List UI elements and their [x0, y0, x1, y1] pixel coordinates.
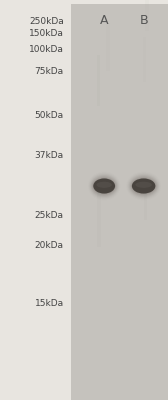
Text: 250kDa: 250kDa	[29, 18, 64, 26]
Text: 100kDa: 100kDa	[29, 46, 64, 54]
Ellipse shape	[129, 175, 158, 197]
Text: 50kDa: 50kDa	[35, 112, 64, 120]
Ellipse shape	[132, 178, 155, 194]
Text: 75kDa: 75kDa	[35, 68, 64, 76]
Ellipse shape	[135, 182, 152, 188]
Text: A: A	[100, 14, 108, 27]
Text: 15kDa: 15kDa	[35, 300, 64, 308]
FancyBboxPatch shape	[71, 4, 168, 400]
Ellipse shape	[92, 177, 116, 195]
Text: 37kDa: 37kDa	[35, 152, 64, 160]
Text: 150kDa: 150kDa	[29, 30, 64, 38]
Ellipse shape	[130, 176, 157, 196]
Ellipse shape	[91, 175, 118, 197]
Ellipse shape	[93, 178, 115, 194]
Text: 20kDa: 20kDa	[35, 242, 64, 250]
Ellipse shape	[92, 176, 117, 196]
Text: B: B	[139, 14, 148, 27]
Text: 25kDa: 25kDa	[35, 212, 64, 220]
Ellipse shape	[96, 182, 112, 188]
Ellipse shape	[131, 177, 156, 195]
